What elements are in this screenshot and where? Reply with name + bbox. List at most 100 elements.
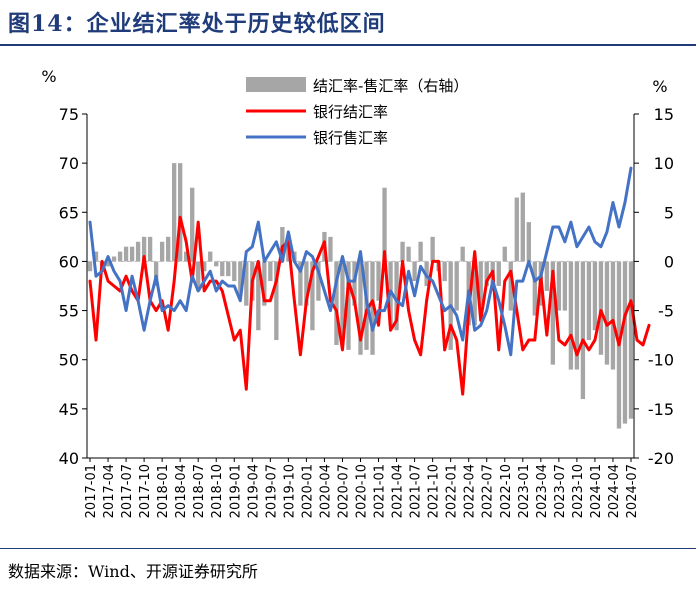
x-tick-label: 2020-07	[336, 464, 351, 518]
diff-bar	[430, 237, 434, 262]
diff-bar	[442, 261, 446, 281]
source-note: 数据来源：Wind、开源证券研究所	[8, 558, 258, 582]
diff-bar	[605, 261, 609, 364]
diff-bar	[130, 247, 134, 262]
right-tick-label: -20	[648, 449, 674, 468]
x-tick-label: 2020-01	[300, 464, 315, 518]
legend-label: 银行结汇率	[313, 103, 388, 121]
diff-bar	[268, 261, 272, 281]
diff-bar	[503, 247, 507, 262]
right-tick-label: -15	[648, 400, 674, 419]
diff-bar	[400, 242, 404, 262]
diff-bar	[545, 261, 549, 290]
x-tick-label: 2019-04	[246, 464, 261, 518]
x-tick-label: 2019-01	[228, 464, 243, 518]
x-tick-label: 2021-10	[427, 464, 442, 518]
left-unit-label: %	[41, 67, 56, 86]
left-tick-label: 40	[59, 449, 79, 468]
x-tick-label: 2019-07	[264, 464, 279, 518]
diff-bar	[220, 261, 224, 276]
diff-bar	[166, 237, 170, 262]
x-tick-label: 2018-01	[156, 464, 171, 518]
diff-bar	[581, 261, 585, 399]
x-tick-label: 2018-04	[174, 464, 189, 518]
x-tick-label: 2020-04	[318, 464, 333, 518]
diff-bar	[611, 261, 615, 369]
diff-bar	[533, 261, 537, 315]
right-tick-label: -10	[648, 351, 674, 370]
x-tick-label: 2022-07	[481, 464, 496, 518]
x-tick-label: 2021-04	[391, 464, 406, 518]
diff-bar	[593, 261, 597, 330]
right-tick-label: 0	[664, 252, 674, 271]
left-tick-label: 75	[59, 105, 79, 124]
x-tick-label: 2024-07	[625, 464, 640, 518]
chart: 40 45 50 55 60 65 70 75 -20 -15 -10 -5 0 5 10 15%% 2017…	[0, 48, 696, 544]
x-tick-label: 2017-10	[138, 464, 153, 518]
x-tick-labels: 2017-01 2017-04 2017-07 2017-10 2018-01 2018-…	[84, 458, 640, 518]
x-tick-label: 2020-10	[355, 464, 370, 518]
x-tick-label: 2018-10	[210, 464, 225, 518]
diff-bar	[148, 237, 152, 262]
figure-title: 图14：企业结汇率处于历史较低区间	[8, 6, 386, 38]
diff-bar	[226, 261, 230, 276]
left-tick-label: 60	[59, 252, 79, 271]
diff-bar	[412, 261, 416, 281]
diff-bar	[112, 257, 116, 262]
x-tick-label: 2018-07	[192, 464, 207, 518]
left-tick-label: 45	[59, 400, 79, 419]
diff-bar	[418, 242, 422, 262]
x-tick-label: 2022-04	[463, 464, 478, 518]
diff-bar	[172, 163, 176, 261]
right-tick-label: 15	[654, 105, 674, 124]
diff-bar	[455, 261, 459, 310]
x-tick-label: 2022-10	[499, 464, 514, 518]
x-tick-label: 2022-01	[445, 464, 460, 518]
diff-bar	[557, 261, 561, 310]
left-tick-label: 65	[59, 203, 79, 222]
legend-swatch-diff	[246, 77, 306, 92]
right-tick-label: 10	[654, 154, 674, 173]
diff-bar	[515, 198, 519, 262]
diff-bar	[461, 247, 465, 262]
diff-bar	[88, 261, 92, 271]
right-tick-label: 5	[664, 203, 674, 222]
diff-bar	[599, 261, 603, 354]
x-tick-label: 2017-04	[102, 464, 117, 518]
diff-bar	[232, 261, 236, 281]
right-unit-label: %	[652, 77, 667, 96]
diff-bar	[497, 261, 501, 286]
left-tick-label: 70	[59, 154, 79, 173]
diff-bar	[521, 193, 525, 262]
diff-bar	[328, 237, 332, 262]
title-divider	[0, 44, 696, 46]
diff-bar	[527, 222, 531, 261]
x-tick-label: 2023-04	[535, 464, 550, 518]
diff-bar	[629, 261, 633, 418]
x-tick-label: 2019-10	[282, 464, 297, 518]
diff-bar	[563, 261, 567, 310]
diff-bar	[160, 242, 164, 262]
diff-bar	[118, 252, 122, 262]
x-tick-label: 2023-10	[571, 464, 586, 518]
left-tick-label: 50	[59, 351, 79, 370]
x-tick-label: 2021-01	[373, 464, 388, 518]
left-tick-label: 55	[59, 302, 79, 321]
diff-bar	[623, 261, 627, 423]
x-tick-label: 2024-04	[607, 464, 622, 518]
x-tick-label: 2023-01	[517, 464, 532, 518]
source-divider	[0, 548, 696, 549]
legend-label: 结汇率-售汇率（右轴）	[313, 77, 468, 95]
x-tick-label: 2021-07	[409, 464, 424, 518]
diff-bar	[136, 242, 140, 262]
diff-bar	[190, 188, 194, 262]
diff-bar	[124, 247, 128, 262]
right-tick-label: -5	[658, 302, 674, 321]
x-tick-label: 2017-07	[120, 464, 135, 518]
x-tick-label: 2017-01	[84, 464, 99, 518]
diff-bar	[406, 247, 410, 262]
diff-bar	[214, 261, 218, 266]
diff-bar	[208, 252, 212, 262]
x-tick-label: 2024-01	[589, 464, 604, 518]
diff-bar	[569, 261, 573, 369]
